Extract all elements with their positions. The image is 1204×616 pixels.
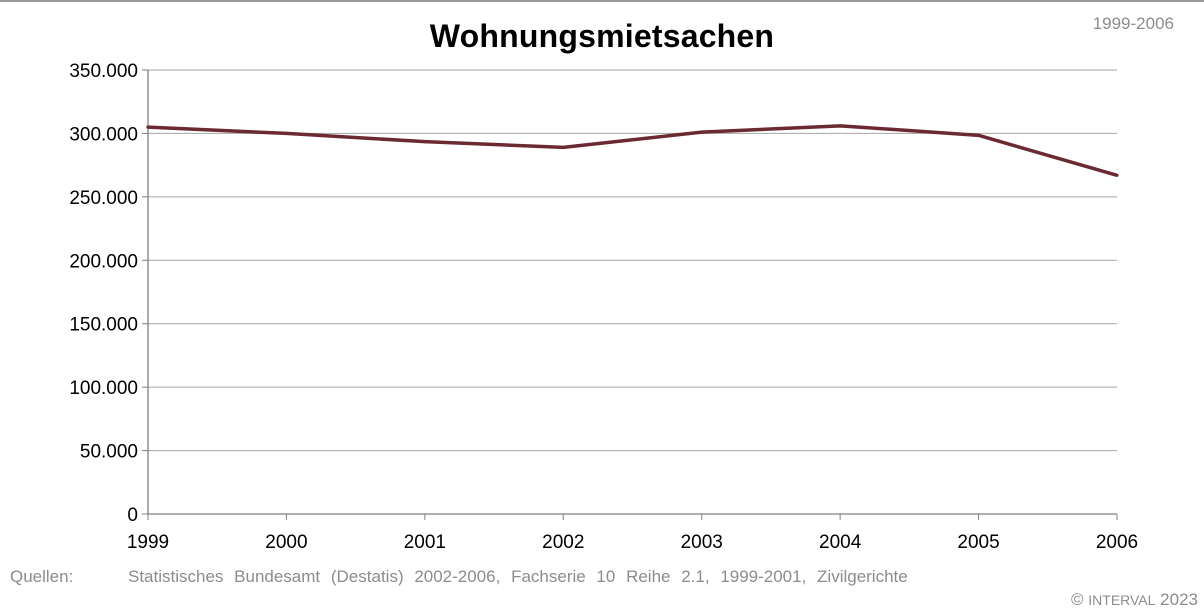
data-point xyxy=(700,130,704,134)
x-tick-label: 2002 xyxy=(542,532,584,553)
series-lines xyxy=(146,124,1119,177)
copyright-year: 2023 xyxy=(1160,590,1198,609)
axes xyxy=(147,70,1117,515)
gridlines xyxy=(148,69,1117,452)
x-tick-label: 2004 xyxy=(819,532,862,553)
x-tick-label: 2001 xyxy=(404,532,446,553)
x-tick-label: 2000 xyxy=(265,532,307,553)
data-point xyxy=(561,145,565,149)
x-tick-label: 1999 xyxy=(127,532,169,553)
series-line xyxy=(147,124,1118,177)
y-tick-label: 150.000 xyxy=(69,315,138,336)
data-point xyxy=(423,140,427,144)
sources-note: Quellen: Statistisches Bundesamt (Destati… xyxy=(10,567,1120,587)
data-point xyxy=(146,125,150,129)
y-tick-label: 200.000 xyxy=(69,251,138,272)
sources-text: Statistisches Bundesamt (Destatis) 2002-… xyxy=(128,567,908,586)
data-point xyxy=(284,131,289,136)
y-tick-label: 100.000 xyxy=(69,378,138,399)
y-tick-label: 300.000 xyxy=(69,124,138,145)
period-label: 1999-2006 xyxy=(1092,14,1174,33)
x-tick-label: 2006 xyxy=(1096,532,1138,553)
copyright-note: © INTERVAL 2023 xyxy=(1071,590,1198,610)
data-point xyxy=(1115,173,1119,177)
y-tick-label: 250.000 xyxy=(69,188,138,209)
copyright-symbol: © xyxy=(1071,590,1084,609)
top-border-line xyxy=(0,0,1204,2)
chart-title: Wohnungsmietsachen xyxy=(429,18,775,54)
copyright-brand: INTERVAL xyxy=(1088,592,1156,608)
data-point xyxy=(976,133,981,137)
x-tick-label: 2003 xyxy=(681,532,723,553)
x-tick-label: 2005 xyxy=(957,532,999,553)
y-tick-label: 350.000 xyxy=(69,61,138,82)
sources-label: Quellen: xyxy=(10,567,74,586)
y-axis-ticks: 0 50.000 100.000 150.000 200.000 250.000 300.0… xyxy=(69,61,148,526)
data-point xyxy=(838,124,842,128)
y-tick-label: 0 xyxy=(127,505,138,526)
y-tick-label: 50.000 xyxy=(80,442,138,463)
x-axis-ticks: 1999 2000 2001 2002 2003 2004 2005 2006 xyxy=(127,514,1138,553)
